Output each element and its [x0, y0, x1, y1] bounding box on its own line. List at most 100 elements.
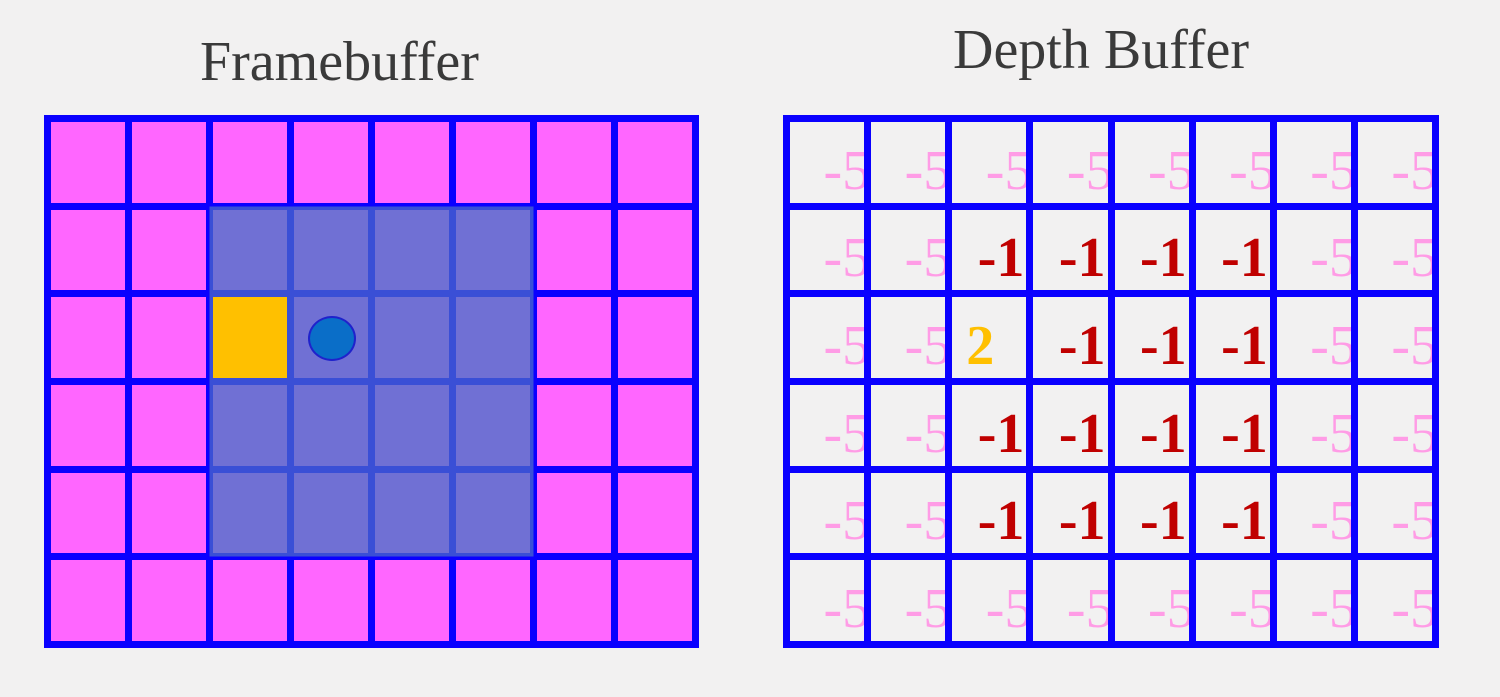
depth-cell: -5 [1195, 122, 1270, 203]
depth-cell: -5 [1276, 472, 1351, 554]
depth-cell: -5 [871, 384, 946, 466]
depth-cell: -5 [1276, 122, 1351, 203]
depth-value: -1 [1221, 227, 1268, 290]
framebuffer-pixel-bg [456, 122, 530, 203]
depth-value: -5 [1147, 139, 1189, 202]
framebuffer-pixel-tri [213, 472, 287, 554]
framebuffer-pixel-bg [618, 472, 692, 554]
depth-value: -1 [1139, 227, 1187, 290]
framebuffer-pixel-bg [51, 384, 125, 466]
depth-cell: -1 [1195, 297, 1270, 378]
depth-cell: -5 [1276, 209, 1351, 291]
depth-value: -5 [1391, 139, 1432, 202]
depth-value: -5 [904, 490, 946, 553]
depth-cell: -5 [1276, 297, 1351, 378]
depth-cell: -1 [1033, 472, 1108, 554]
depth-cell: -5 [1033, 560, 1108, 641]
depth-value: -5 [1229, 577, 1270, 640]
framebuffer-pixel-tri [213, 209, 287, 291]
depth-cell: -1 [952, 209, 1027, 291]
depth-cell: -1 [1195, 209, 1270, 291]
depth-cell: -5 [790, 560, 865, 641]
depth-cell: -5 [871, 122, 946, 203]
depth-value: -1 [977, 402, 1025, 465]
depth-cell: -5 [1357, 209, 1432, 291]
depth-value: -5 [1066, 139, 1108, 202]
depth-cell: -5 [1357, 384, 1432, 466]
depth-cell: -5 [871, 209, 946, 291]
framebuffer-pixel-bg [51, 209, 125, 291]
depth-value: -5 [1147, 577, 1189, 640]
depth-cell: -5 [1276, 384, 1351, 466]
framebuffer-pixel-bg [375, 122, 449, 203]
depth-value: -5 [1391, 227, 1432, 290]
depth-value: -5 [1310, 402, 1351, 465]
depth-cell: 2 [952, 297, 1027, 378]
depth-value: -5 [823, 139, 865, 202]
depth-value: -5 [1310, 139, 1351, 202]
depth-value: -5 [1391, 577, 1432, 640]
depth-value: -5 [1310, 490, 1351, 553]
depth-value: -1 [1058, 314, 1106, 377]
depth-value: -5 [985, 139, 1027, 202]
depth-value: -1 [977, 227, 1025, 290]
depth-value: -5 [823, 402, 865, 465]
framebuffer-pixel-tri [375, 384, 449, 466]
depth-cell: -5 [790, 209, 865, 291]
depth-cell: -5 [1357, 297, 1432, 378]
depth-value: -1 [977, 490, 1025, 553]
depth-value: -1 [1058, 227, 1106, 290]
depth-value: -1 [1058, 402, 1106, 465]
depth-cell: -5 [790, 297, 865, 378]
depth-value: -5 [823, 577, 865, 640]
depth-value: -5 [1229, 139, 1270, 202]
framebuffer-pixel-bg [51, 297, 125, 378]
depth-value: -5 [1391, 490, 1432, 553]
framebuffer-pixel-bg [537, 560, 611, 641]
depth-value: -1 [1139, 402, 1187, 465]
framebuffer-pixel-bg [456, 560, 530, 641]
framebuffer-pixel-hit [213, 297, 287, 378]
depth-buffer-grid: -5 -5 -5 -5 -5 -5 -5 -5 -5 -5 -1 -1 -1 -1 -5 -5 -5 -5 2 -1-… [783, 115, 1439, 648]
framebuffer-pixel-bg [537, 122, 611, 203]
framebuffer-pixel-bg [51, 122, 125, 203]
depth-cell: -5 [871, 472, 946, 554]
depth-value: -1 [1221, 402, 1268, 465]
depth-value: -5 [823, 490, 865, 553]
framebuffer-pixel-bg [132, 560, 206, 641]
framebuffer-pixel-bg [618, 297, 692, 378]
depth-value: -1 [1139, 314, 1187, 377]
depth-value: -5 [1310, 227, 1351, 290]
framebuffer-pixel-bg [132, 297, 206, 378]
depth-cell: -5 [1276, 560, 1351, 641]
framebuffer-pixel-bg [51, 472, 125, 554]
depth-value: -5 [823, 227, 865, 290]
depth-value: -5 [904, 314, 946, 377]
framebuffer-pixel-tri [294, 209, 368, 291]
depth-value: -5 [904, 139, 946, 202]
depth-value: -5 [985, 577, 1027, 640]
framebuffer-pixel-tri [375, 472, 449, 554]
framebuffer-pixel-bg [537, 384, 611, 466]
framebuffer-pixel-bg [618, 122, 692, 203]
framebuffer-pixel-tri [294, 384, 368, 466]
framebuffer-pixel-tri [456, 472, 530, 554]
framebuffer-pixel-bg [294, 122, 368, 203]
depth-cell: -1 [1195, 384, 1270, 466]
framebuffer-pixel-bg [618, 560, 692, 641]
depth-cell: -1 [1195, 472, 1270, 554]
depth-value: -5 [1391, 314, 1432, 377]
framebuffer-pixel-bg [213, 560, 287, 641]
framebuffer-pixel-bg [618, 384, 692, 466]
depth-cell: -1 [1033, 297, 1108, 378]
framebuffer-pixel-bg [618, 209, 692, 291]
depth-value: 2 [966, 314, 995, 377]
depth-cell: -1 [1114, 472, 1189, 554]
depth-cell: -5 [1357, 560, 1432, 641]
framebuffer-pixel-tri [456, 297, 530, 378]
depth-cell: -5 [871, 297, 946, 378]
depth-cell: -5 [1357, 122, 1432, 203]
depth-cell: -1 [1114, 297, 1189, 378]
framebuffer-pixel-bg [375, 560, 449, 641]
depth-value: -1 [1139, 490, 1187, 553]
